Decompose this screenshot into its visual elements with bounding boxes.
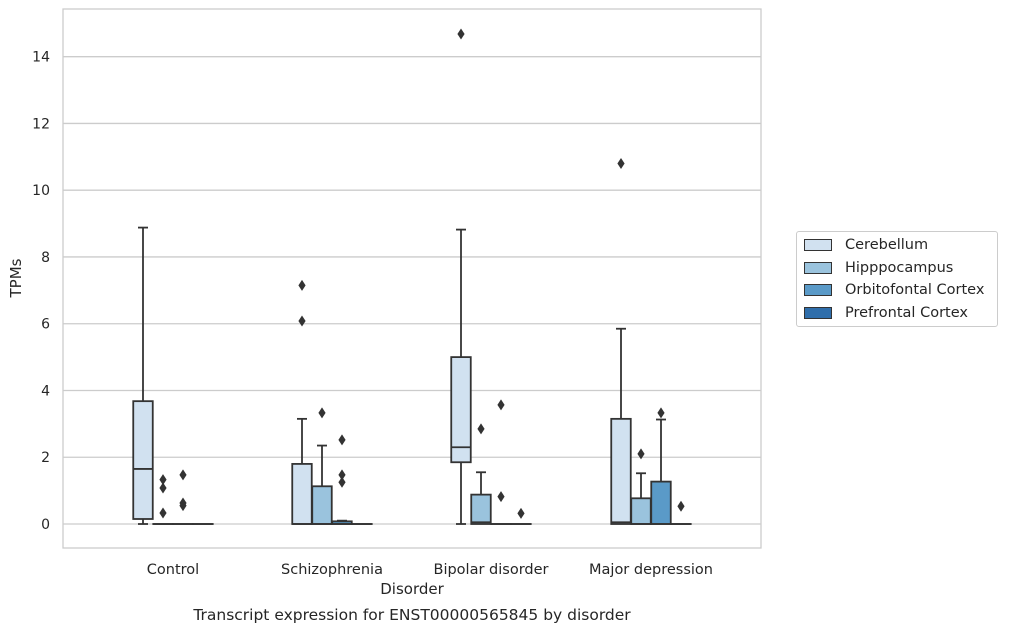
- box-series: [132, 28, 692, 525]
- outlier-point: [497, 491, 505, 503]
- outlier-point: [637, 448, 645, 460]
- legend-item: Hipppocampus: [804, 258, 953, 278]
- box-cerebellum: [610, 157, 632, 525]
- y-tick-label: 0: [41, 517, 50, 533]
- y-tick-label: 12: [32, 116, 50, 132]
- legend-swatch: [804, 239, 832, 251]
- x-tick-label: Major depression: [589, 562, 713, 578]
- legend-label: Hipppocampus: [845, 259, 954, 276]
- box-hipppocampus: [470, 423, 492, 525]
- legend-label: Prefrontal Cortex: [845, 305, 968, 322]
- y-tick-label: 6: [41, 317, 50, 333]
- box-body: [132, 400, 154, 520]
- x-tick-label: Control: [147, 562, 199, 578]
- plot-frame: [62, 8, 762, 549]
- outlier-point: [338, 469, 346, 481]
- outlier-point: [159, 507, 167, 519]
- box-hipppocampus: [630, 448, 652, 525]
- y-tick-label: 10: [32, 183, 50, 199]
- outlier-point: [159, 474, 167, 486]
- plot-background: [63, 9, 761, 548]
- outlier-point: [617, 157, 625, 169]
- box-body: [311, 485, 333, 525]
- y-tick-labels: 0 2 4 6 8 10 12 14: [32, 50, 50, 533]
- box-prefrontal-cortex: [510, 507, 532, 525]
- box-body: [630, 497, 652, 525]
- box-cerebellum: [291, 279, 313, 525]
- box-hipppocampus: [152, 474, 174, 525]
- outlier-point: [179, 497, 187, 509]
- box-body: [470, 493, 492, 525]
- legend-item: Orbitofontal Cortex: [804, 280, 984, 300]
- legend-swatch: [804, 307, 832, 320]
- x-tick-labels: Control Schizophrenia Bipolar disorder Majo…: [147, 562, 713, 578]
- outlier-point: [179, 469, 187, 481]
- y-axis-label: TPMs: [7, 258, 25, 298]
- y-tick-label: 4: [41, 383, 50, 399]
- chart-caption: Transcript expression for ENST0000056584…: [193, 606, 631, 624]
- outlier-point: [677, 500, 685, 512]
- legend-label: Orbitofontal Cortex: [845, 282, 985, 299]
- outlier-point: [497, 399, 505, 411]
- outlier-point: [318, 407, 326, 419]
- outlier-point: [338, 476, 346, 488]
- legend-swatch: [804, 284, 832, 297]
- legend: Cerebellum Hipppocampus Orbitofontal Corte…: [796, 231, 998, 327]
- x-axis-label: Disorder: [380, 580, 444, 598]
- box-hipppocampus: [311, 407, 333, 525]
- y-tick-label: 8: [41, 250, 50, 266]
- box-orbitofontal-cortex: [331, 434, 353, 525]
- legend-item: Prefrontal Cortex: [804, 303, 968, 323]
- legend-item: Cerebellum: [804, 235, 928, 255]
- outlier-point: [298, 315, 306, 327]
- box-cerebellum: [450, 28, 472, 525]
- outlier-point: [477, 423, 485, 435]
- box-body: [450, 356, 472, 464]
- box-body: [291, 463, 313, 525]
- outlier-point: [298, 279, 306, 291]
- box-cerebellum: [132, 226, 154, 525]
- x-tick-label: Bipolar disorder: [434, 562, 549, 578]
- outlier-point: [657, 407, 665, 419]
- x-tick-label: Schizophrenia: [281, 562, 383, 578]
- legend-swatch: [804, 261, 832, 274]
- box-orbitofontal-cortex: [650, 407, 672, 525]
- legend-label: Cerebellum: [845, 237, 929, 253]
- outlier-point: [338, 434, 346, 446]
- outlier-point: [457, 28, 465, 40]
- y-tick-label: 2: [41, 450, 50, 466]
- box-body: [650, 480, 672, 525]
- y-tick-label: 14: [32, 50, 50, 66]
- outlier-point: [517, 507, 525, 519]
- outlier-point: [159, 482, 167, 494]
- box-prefrontal-cortex: [670, 500, 692, 525]
- box-body: [610, 417, 632, 525]
